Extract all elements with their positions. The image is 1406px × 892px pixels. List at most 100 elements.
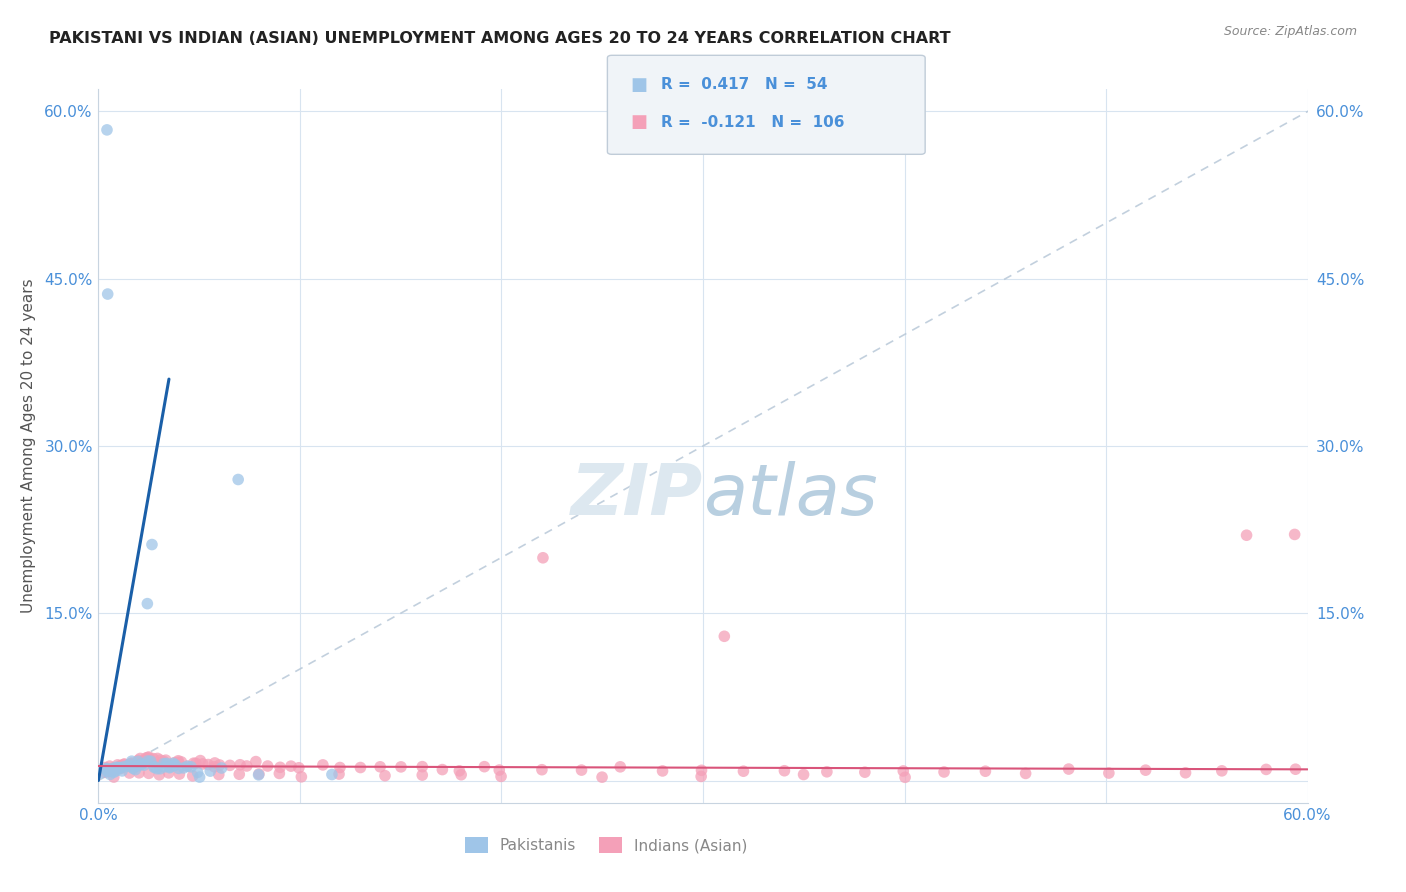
Point [101, 764, 124, 779]
Point [163, 758, 186, 772]
Text: Source: ZipAtlas.com: Source: ZipAtlas.com [1223, 25, 1357, 38]
Point [131, 757, 153, 772]
Point [229, 757, 252, 772]
Point [118, 766, 141, 780]
Point [104, 764, 127, 778]
Point [328, 767, 350, 781]
Point [368, 760, 391, 774]
Point [1098, 766, 1121, 780]
Text: R =  0.417   N =  54: R = 0.417 N = 54 [661, 78, 827, 92]
Point [690, 764, 713, 778]
Point [134, 754, 156, 768]
Point [103, 770, 125, 784]
Point [136, 754, 159, 768]
Point [176, 759, 198, 773]
Point [135, 751, 157, 765]
Point [96, 123, 118, 137]
Point [188, 770, 211, 784]
Legend: Pakistanis, Indians (Asian): Pakistanis, Indians (Asian) [458, 831, 754, 859]
Point [124, 763, 146, 777]
Point [131, 756, 153, 771]
Point [247, 767, 270, 781]
Text: ■: ■ [630, 113, 647, 131]
Point [219, 758, 242, 772]
Point [111, 764, 134, 778]
Point [155, 753, 177, 767]
Point [110, 762, 132, 776]
Point [90, 765, 112, 780]
Y-axis label: Unemployment Among Ages 20 to 24 years: Unemployment Among Ages 20 to 24 years [21, 278, 37, 614]
Point [167, 754, 190, 768]
Point [1284, 527, 1306, 541]
Point [531, 550, 554, 565]
Point [146, 751, 169, 765]
Text: ■: ■ [630, 76, 647, 94]
Point [114, 757, 136, 772]
Point [974, 764, 997, 779]
Point [108, 759, 131, 773]
Point [374, 769, 396, 783]
Point [713, 629, 735, 643]
Point [104, 760, 127, 774]
Point [142, 752, 165, 766]
Point [474, 759, 496, 773]
Point [411, 768, 433, 782]
Point [138, 766, 160, 780]
Point [1256, 763, 1278, 777]
Point [127, 753, 149, 767]
Point [349, 760, 371, 774]
Point [202, 760, 225, 774]
Point [290, 770, 312, 784]
Point [134, 758, 156, 772]
Point [228, 767, 250, 781]
Point [1284, 762, 1306, 776]
Point [208, 758, 231, 772]
Point [432, 763, 454, 777]
Point [108, 761, 131, 775]
Point [571, 763, 593, 777]
Point [853, 765, 876, 780]
Point [184, 756, 207, 771]
Point [170, 755, 193, 769]
Point [1057, 762, 1080, 776]
Point [449, 764, 471, 778]
Point [269, 766, 291, 780]
Point [152, 754, 174, 768]
Point [187, 765, 209, 780]
Text: atlas: atlas [703, 461, 877, 531]
Point [256, 759, 278, 773]
Point [121, 754, 143, 768]
Point [163, 756, 186, 770]
Point [169, 767, 191, 781]
Point [107, 757, 129, 772]
Point [153, 756, 176, 771]
Point [280, 759, 302, 773]
Point [104, 762, 127, 776]
Point [127, 759, 149, 773]
Point [489, 769, 512, 783]
Point [131, 757, 153, 772]
Point [1014, 766, 1036, 780]
Point [181, 769, 204, 783]
Point [269, 760, 291, 774]
Point [488, 763, 510, 777]
Point [136, 597, 159, 611]
Point [312, 758, 335, 772]
Point [101, 761, 124, 775]
Point [530, 763, 553, 777]
Point [139, 754, 162, 768]
Point [97, 287, 120, 301]
Point [149, 753, 172, 767]
Point [98, 759, 121, 773]
Point [609, 760, 631, 774]
Point [143, 760, 166, 774]
Point [245, 755, 267, 769]
Point [108, 761, 131, 775]
Point [120, 756, 142, 771]
Point [127, 755, 149, 769]
Point [122, 761, 145, 775]
Point [162, 756, 184, 771]
Point [156, 756, 179, 771]
Point [121, 756, 143, 770]
Point [141, 537, 163, 551]
